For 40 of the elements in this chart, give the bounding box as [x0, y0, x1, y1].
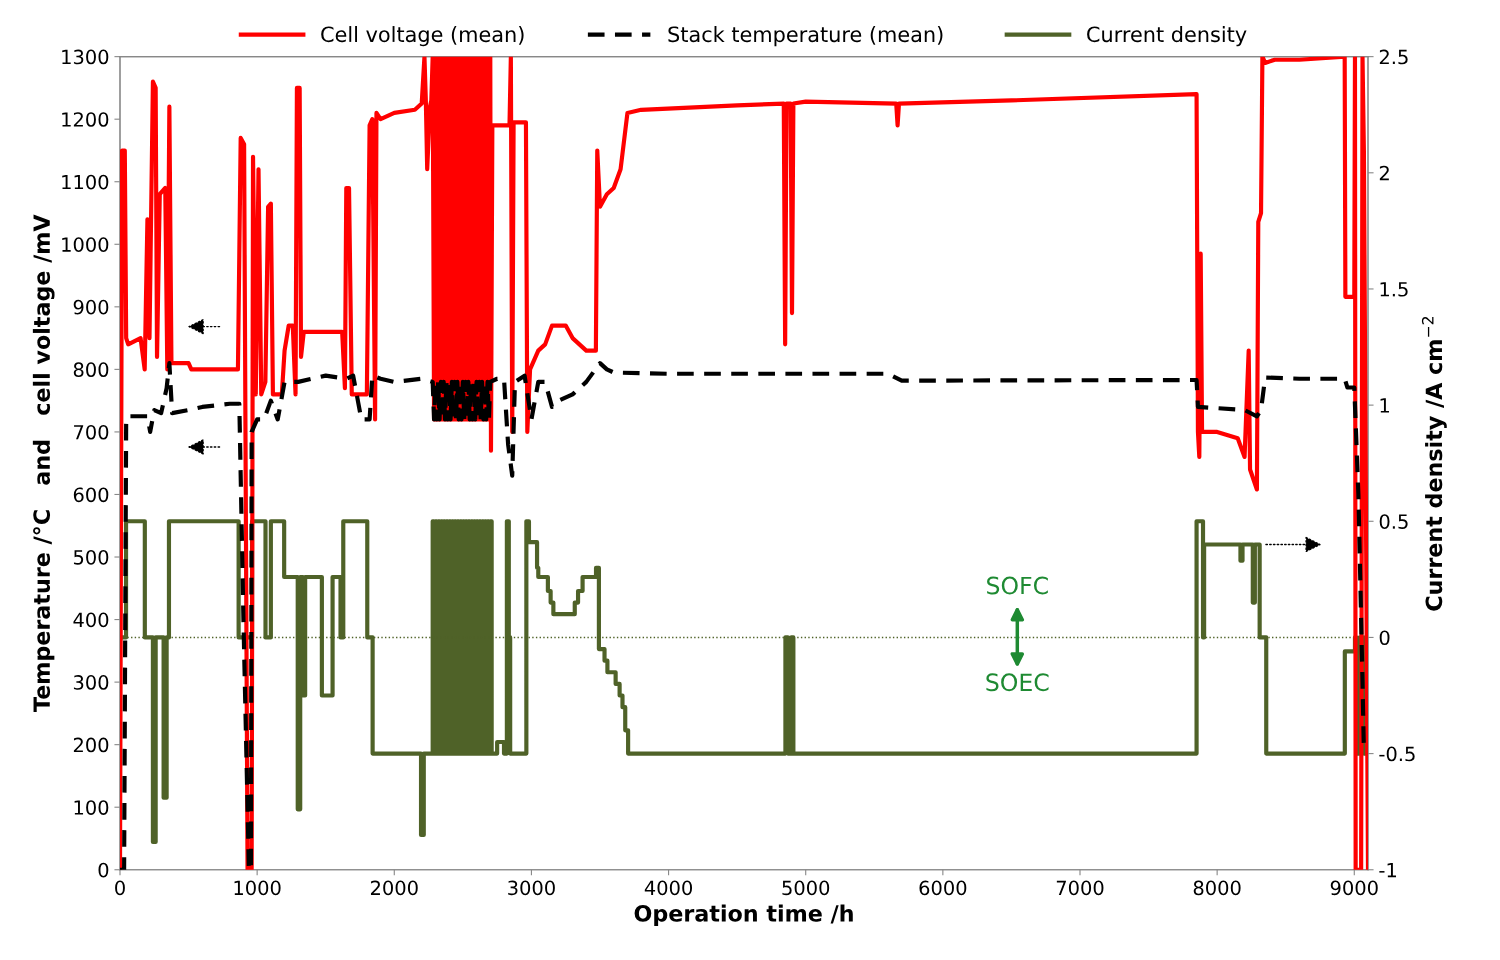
annotation: SOEC — [986, 673, 1049, 692]
y-tick-label: 200 — [73, 737, 109, 753]
y-tick-label: 100 — [74, 800, 109, 815]
y2-tick-label: -1 — [1379, 862, 1397, 878]
x-axis-title: Operation time /h — [634, 904, 853, 927]
y-tick-label: 1300 — [62, 49, 109, 65]
y2-tick-label: 2.5 — [1379, 49, 1408, 65]
y2-tick-label: 1.5 — [1380, 282, 1408, 297]
x-tick-label: 2000 — [370, 880, 418, 896]
x-tick-label: 9000 — [1330, 880, 1378, 896]
y-axis-title: Temperature /°C and cell voltage /mV — [32, 214, 55, 712]
y-tick-label: 800 — [73, 362, 109, 378]
y-tick-label: 600 — [73, 487, 109, 503]
y2-tick-label: 0 — [1379, 630, 1390, 646]
x-tick-label: 4000 — [644, 880, 693, 896]
x-tick-label: 5000 — [782, 880, 830, 896]
y2-tick-label: 0.5 — [1379, 514, 1408, 529]
legend-label: Stack temperature (mean) — [668, 26, 943, 47]
x-tick-label: 6000 — [919, 880, 967, 896]
x-tick-label: 1000 — [234, 880, 281, 896]
y2-axis-title: Current density /A cm$^{−2}$ — [1421, 317, 1447, 611]
legend-label: Current density — [1087, 26, 1247, 47]
y2-tick-label: 1 — [1380, 398, 1389, 413]
x-tick-label: 8000 — [1193, 880, 1241, 896]
y-tick-label: 1200 — [62, 112, 109, 127]
y-tick-label: 0 — [98, 862, 109, 878]
y-tick-label: 700 — [74, 424, 109, 440]
y2-tick-label: -0.5 — [1379, 746, 1415, 762]
legend-label: Cell voltage (mean) — [321, 26, 524, 47]
x-tick-label: 7000 — [1056, 880, 1104, 896]
y-tick-label: 1100 — [62, 174, 109, 190]
annotation: SOFC — [987, 576, 1048, 595]
y-tick-label: 1000 — [62, 237, 109, 252]
y-tick-label: 300 — [73, 675, 109, 690]
y-tick-label: 900 — [73, 299, 109, 315]
y2-tick-label: 2 — [1379, 165, 1389, 181]
x-tick-label: 0 — [115, 880, 125, 896]
y-tick-label: 500 — [73, 549, 109, 565]
y-tick-label: 400 — [73, 612, 109, 628]
x-tick-label: 3000 — [508, 880, 555, 896]
